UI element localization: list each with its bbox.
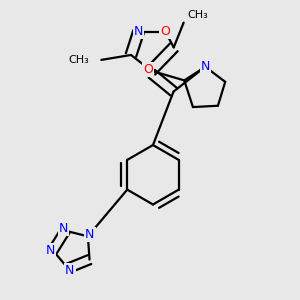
Text: N: N <box>134 25 143 38</box>
Text: N: N <box>201 60 210 73</box>
Text: O: O <box>160 25 170 38</box>
Text: N: N <box>65 264 75 277</box>
Text: O: O <box>143 63 153 76</box>
Text: N: N <box>58 222 68 235</box>
Text: N: N <box>45 244 55 257</box>
Text: CH₃: CH₃ <box>69 55 89 65</box>
Text: N: N <box>85 228 94 241</box>
Text: CH₃: CH₃ <box>188 10 208 20</box>
